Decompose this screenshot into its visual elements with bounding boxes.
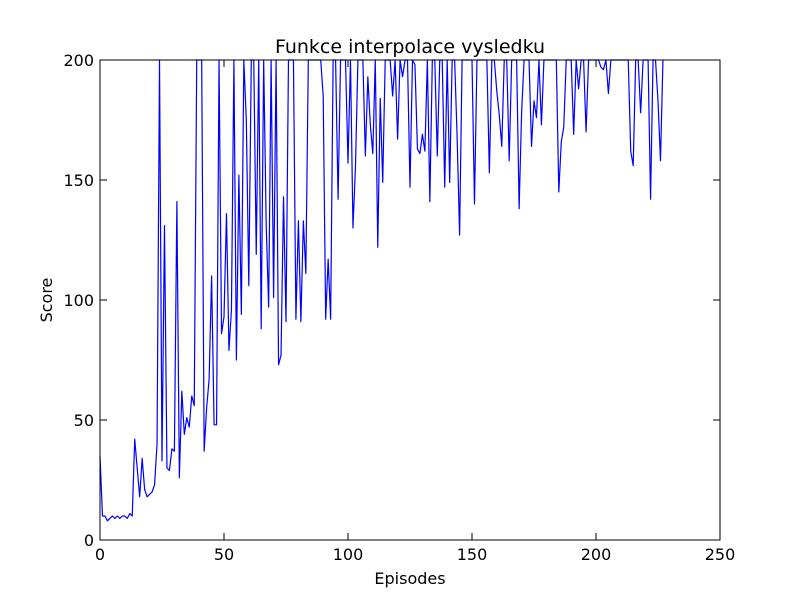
axis-tick-labels: 0 50 100 150 200 250 0 50 100 150 200: [63, 51, 735, 564]
y-tick-label: 0: [84, 531, 94, 550]
y-tick-label: 100: [63, 291, 94, 310]
chart-title: Funkce interpolace vysledku: [275, 36, 545, 58]
x-tick-label: 50: [214, 545, 234, 564]
y-axis-label: Score: [37, 278, 56, 323]
plot-area: 0 50 100 150 200 250 0 50 100 150 200: [63, 51, 735, 564]
x-axis-label: Episodes: [374, 569, 445, 588]
y-tick-label: 200: [63, 51, 94, 70]
x-tick-label: 0: [95, 545, 105, 564]
plot-background: [100, 60, 720, 540]
plot-frame: [99, 59, 721, 541]
y-tick-label: 150: [63, 171, 94, 190]
x-tick-label: 100: [333, 545, 364, 564]
x-tick-label: 250: [705, 545, 736, 564]
y-tick-label: 50: [74, 411, 94, 430]
x-tick-label: 200: [581, 545, 612, 564]
x-tick-label: 150: [457, 545, 488, 564]
